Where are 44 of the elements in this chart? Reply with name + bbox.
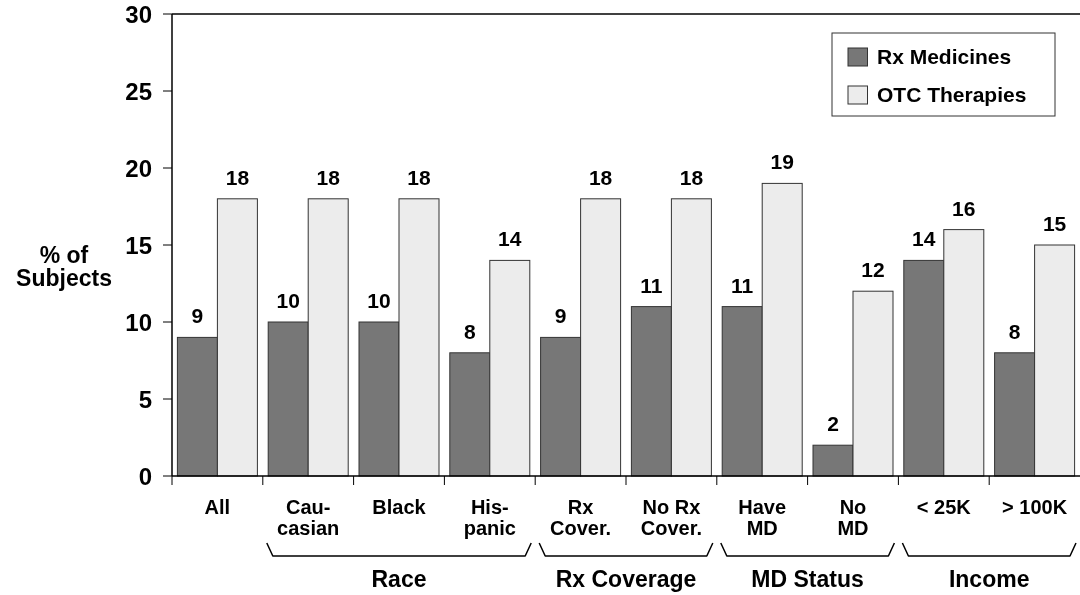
data-label: 14 [912, 227, 936, 251]
data-label: 11 [640, 273, 663, 297]
data-label: 18 [316, 165, 341, 189]
y-tick-label: 15 [125, 231, 152, 259]
text: Race [371, 566, 427, 592]
x-tick-label: All [204, 496, 231, 518]
y-tick-label: 20 [125, 154, 152, 182]
data-label: 15 [1042, 212, 1067, 235]
x-tick-label: His- panic [463, 496, 516, 539]
text: Rx Coverage [555, 566, 697, 592]
data-label: 8 [1008, 319, 1021, 343]
x-tick-label: Cau- casian [277, 496, 340, 539]
text: Income [948, 566, 1030, 592]
x-tick-label: No Rx Cover. [640, 496, 702, 539]
y-axis-title: % of Subjects [16, 242, 112, 291]
data-label: 18 [225, 165, 250, 189]
x-tick-label: > 100K [1002, 496, 1068, 518]
y-tick-label: 10 [125, 308, 152, 336]
data-label: 2 [827, 412, 839, 436]
data-label: 9 [191, 304, 204, 328]
legend-label: OTC Therapies [877, 83, 1027, 106]
x-tick-label: Have MD [738, 496, 787, 539]
data-label: 14 [498, 227, 522, 251]
data-label: 12 [861, 258, 885, 282]
data-label: 16 [952, 196, 976, 220]
y-tick-label: 0 [138, 462, 152, 490]
data-label: 18 [407, 165, 431, 189]
y-tick-label: 30 [125, 0, 152, 28]
data-label: 19 [770, 150, 794, 174]
data-label: 10 [276, 289, 300, 312]
data-label: 11 [731, 273, 754, 297]
data-label: 18 [588, 165, 613, 189]
y-tick-label: 5 [138, 385, 152, 413]
x-tick-label: < 25K [916, 496, 972, 518]
data-label: 18 [679, 165, 704, 189]
legend-label: Rx Medicines [877, 45, 1012, 68]
data-label: 8 [463, 319, 476, 343]
x-tick-label: Rx Cover. [550, 496, 612, 539]
data-label: 10 [367, 289, 391, 312]
data-label: 9 [554, 304, 567, 328]
x-tick-label: No MD [837, 496, 869, 539]
x-tick-label: Black [372, 496, 427, 518]
text: MD Status [751, 566, 864, 592]
y-tick-label: 25 [125, 77, 152, 105]
